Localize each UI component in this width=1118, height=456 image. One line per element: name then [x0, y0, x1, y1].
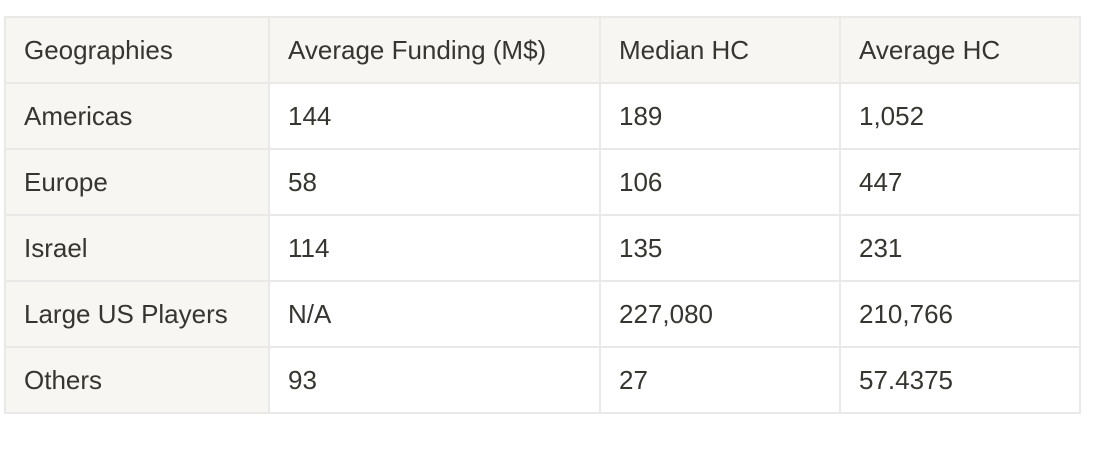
column-header-geographies[interactable]: Geographies: [4, 16, 270, 84]
table-cell[interactable]: 227,080: [599, 280, 841, 348]
table-cell[interactable]: 135: [599, 214, 841, 282]
table-row: Large US Players N/A 227,080 210,766: [4, 280, 1081, 348]
column-header-median-hc[interactable]: Median HC: [599, 16, 841, 84]
column-header-average-hc[interactable]: Average HC: [839, 16, 1081, 84]
table-cell[interactable]: 189: [599, 82, 841, 150]
table-row: Israel 114 135 231: [4, 214, 1081, 282]
column-header-average-funding[interactable]: Average Funding (M$): [268, 16, 601, 84]
table-cell[interactable]: 447: [839, 148, 1081, 216]
row-header-cell[interactable]: Americas: [4, 82, 270, 150]
row-header-cell[interactable]: Israel: [4, 214, 270, 282]
table-cell[interactable]: 114: [268, 214, 601, 282]
table-row: Others 93 27 57.4375: [4, 346, 1081, 414]
table-cell[interactable]: 57.4375: [839, 346, 1081, 414]
table-cell[interactable]: 106: [599, 148, 841, 216]
table-cell[interactable]: 27: [599, 346, 841, 414]
table-cell[interactable]: 1,052: [839, 82, 1081, 150]
data-table-container: Geographies Average Funding (M$) Median …: [4, 16, 1081, 414]
table-cell[interactable]: 93: [268, 346, 601, 414]
table-cell[interactable]: 144: [268, 82, 601, 150]
table-cell[interactable]: 58: [268, 148, 601, 216]
geographies-table: Geographies Average Funding (M$) Median …: [4, 16, 1081, 414]
table-cell[interactable]: 231: [839, 214, 1081, 282]
row-header-cell[interactable]: Europe: [4, 148, 270, 216]
table-cell[interactable]: N/A: [268, 280, 601, 348]
table-cell[interactable]: 210,766: [839, 280, 1081, 348]
table-header-row: Geographies Average Funding (M$) Median …: [4, 16, 1081, 84]
table-row: Americas 144 189 1,052: [4, 82, 1081, 150]
table-row: Europe 58 106 447: [4, 148, 1081, 216]
row-header-cell[interactable]: Others: [4, 346, 270, 414]
row-header-cell[interactable]: Large US Players: [4, 280, 270, 348]
